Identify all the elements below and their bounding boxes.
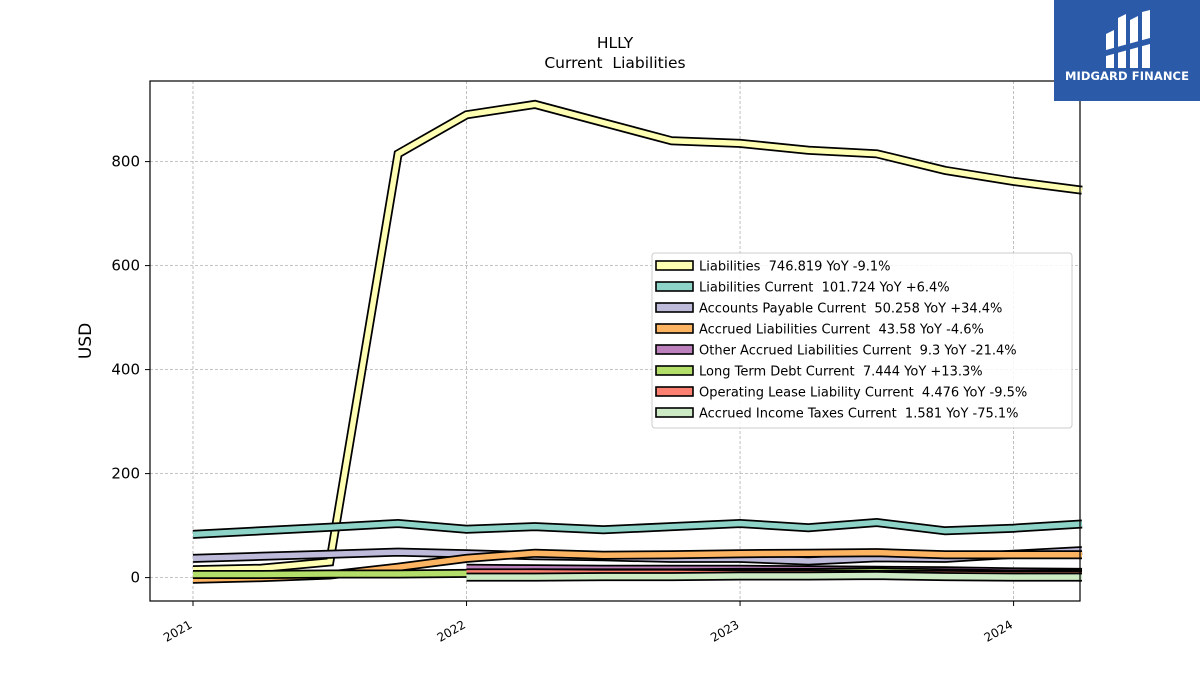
legend-label: Accounts Payable Current 50.258 YoY +34.… [699,302,1002,317]
legend-swatch [655,302,694,313]
series-line [192,519,1083,538]
y-tick-label: 800 [111,153,140,171]
legend-label: Liabilities 746.819 YoY -9.1% [699,260,891,275]
y-tick-label: 600 [111,257,140,275]
y-axis-label: USD [76,323,96,359]
chart-subtitle: Current Liabilities [544,54,685,72]
midgard-finance-logo: MIDGARD FINANCE [1054,0,1200,101]
legend-label: Accrued Income Taxes Current 1.581 YoY -… [699,407,1019,422]
x-tick-label: 2023 [708,617,741,644]
plot-frame [149,80,1081,602]
legend-swatch [655,323,694,334]
y-tick-label: 400 [111,361,140,379]
midgard-logo-icon [1106,10,1150,68]
x-tick-label: 2021 [161,617,194,644]
series-lines [192,99,1083,584]
legend-swatch [655,365,694,376]
x-tick-label: 2022 [435,617,468,644]
legend-swatch [655,281,694,292]
y-tick-label: 200 [111,465,140,483]
series-line [466,572,1082,580]
legend-box [651,252,1073,429]
chart-title: HLLY [597,34,634,52]
grid [150,81,1080,601]
logo-text: MIDGARD FINANCE [1064,69,1190,83]
legend-swatch [655,407,694,418]
legend-swatch [655,260,694,271]
y-tick-label: 0 [130,569,140,587]
legend-swatch [655,386,694,397]
legend-label: Accrued Liabilities Current 43.58 YoY -4… [699,323,984,338]
legend-swatch [655,344,694,355]
series-line [192,101,1083,573]
legend-label: Operating Lease Liability Current 4.476 … [699,386,1027,401]
legend-label: Other Accrued Liabilities Current 9.3 Yo… [699,344,1017,359]
x-tick-label: 2024 [982,617,1015,644]
legend: Liabilities 746.819 YoY -9.1% Liabilities… [651,252,1073,429]
legend-label: Long Term Debt Current 7.444 YoY +13.3% [699,365,983,380]
legend-label: Liabilities Current 101.724 YoY +6.4% [699,281,950,296]
